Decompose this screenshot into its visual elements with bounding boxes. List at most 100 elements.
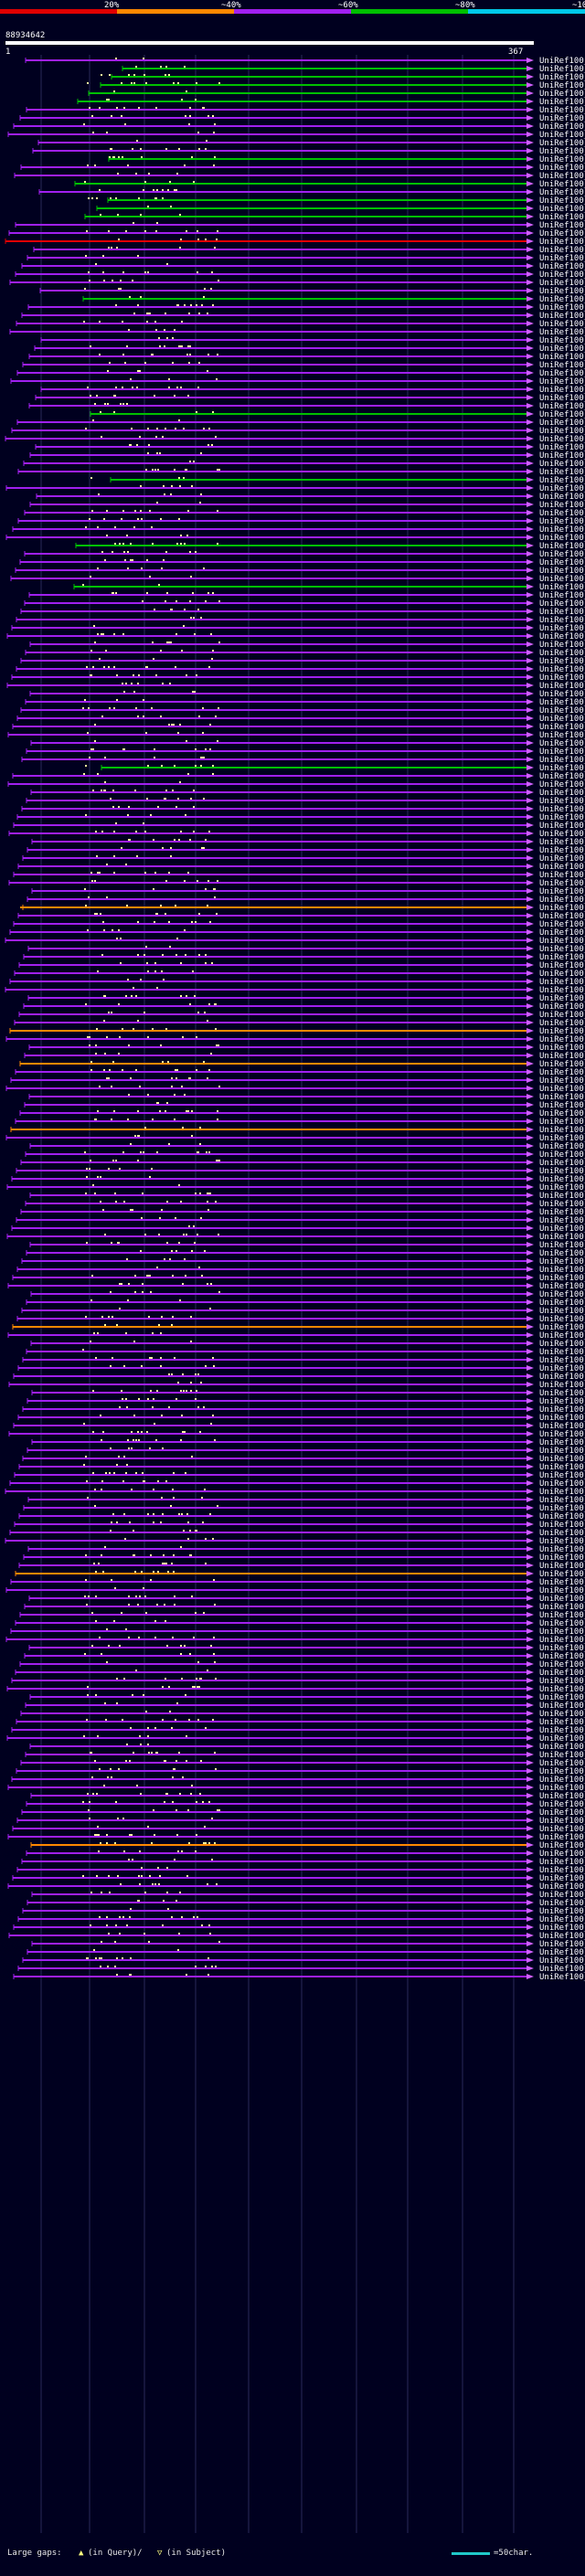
hit-row[interactable]: UniRef100_B9FL11 (20, 608, 585, 617)
hit-row[interactable]: UniRef100_B9R9D3 (11, 427, 585, 436)
hit-label[interactable]: UniRef100_Q9SHH6 (539, 1570, 585, 1579)
hit-row[interactable]: UniRef100_UP1000... (7, 131, 585, 140)
hit-row[interactable]: UniRef100_Q8ZZ1 (7, 1882, 585, 1892)
hit-row[interactable]: UniRef100_Q40404 (26, 747, 585, 757)
hit-label[interactable]: UniRef100_UP1000... (539, 970, 585, 979)
hit-row[interactable]: UniRef100_B4RU34 (16, 369, 585, 378)
hit-row[interactable]: UniRef100_Q9XIB6 (5, 534, 585, 543)
hit-label[interactable]: UniRef100_B0D333 (539, 1701, 585, 1711)
hit-label[interactable]: UniRef100_A0BZ61 (539, 1726, 585, 1735)
hit-label[interactable]: UniRef100_Q07987 (539, 1323, 585, 1332)
hit-row[interactable]: UniRef100_C6TN18 (16, 715, 585, 724)
hit-row[interactable]: UniRef100_UP1000... (12, 1274, 585, 1283)
hit-label[interactable]: UniRef100_Q39614 (539, 682, 585, 691)
hit-row[interactable]: UniRef100_UP1000... (27, 896, 585, 905)
hit-label[interactable]: UniRef100_B4RU34 (539, 369, 585, 378)
hit-row[interactable]: UniRef100_Q7NVHB (21, 1808, 585, 1818)
hit-label[interactable]: UniRef100_A7Q0Z7 (539, 1924, 585, 1933)
hit-row[interactable]: UniRef100_B9N4U0 (8, 830, 585, 839)
hit-row[interactable]: UniRef100_Q41848 (11, 673, 585, 683)
hit-row[interactable]: UniRef100_Q9M411 (15, 221, 585, 230)
hit-row[interactable]: UniRef100_Q8L6R5 (6, 632, 585, 641)
hit-label[interactable]: UniRef100_Q8LGR6 (539, 542, 585, 551)
hit-row[interactable]: UniRef100_UP1000... (15, 567, 585, 576)
hit-row[interactable]: UniRef100_A9FESL (21, 262, 585, 271)
hit-row[interactable]: UniRef100_Q93Z10 (8, 229, 585, 239)
hit-label[interactable]: UniRef100_Q40809 (539, 994, 585, 1003)
hit-label[interactable]: UniRef100_B5GBN7 (539, 254, 585, 263)
hit-row[interactable]: UniRef100_B7Q0P2 (22, 1356, 585, 1365)
hit-row[interactable]: UniRef100_A5B8P0 (39, 287, 585, 296)
hit-row[interactable]: UniRef100_Q93EM1 (9, 1529, 585, 1538)
hit-label[interactable]: UniRef100_Q9SZ05 (539, 805, 585, 814)
hit-label[interactable]: UniRef100_Q94G59 (539, 1216, 585, 1225)
hit-label[interactable]: UniRef100_UP1000... (539, 188, 585, 197)
hit-row[interactable]: UniRef100_A0SNT7 (5, 1035, 585, 1044)
hit-row[interactable]: UniRef100_A9K051 (23, 460, 585, 469)
hit-row[interactable]: UniRef100_Q8W9R3 (17, 863, 585, 872)
hit-label[interactable]: UniRef100_Q93EM1 (539, 1529, 585, 1538)
hit-row[interactable]: UniRef100_O31M4A (13, 1373, 585, 1382)
hit-row[interactable]: UniRef100_B9GMV2 (25, 1150, 585, 1160)
hit-label[interactable]: UniRef100_C5EUN4 (539, 1521, 585, 1530)
hit-label[interactable]: UniRef100_C5Y7E8 (539, 155, 585, 164)
hit-row[interactable]: UniRef100_B5GBN7 (27, 254, 585, 263)
hit-label[interactable]: UniRef100_A8NQ00 (539, 879, 585, 888)
hit-row[interactable]: UniRef100_A7QF67 (40, 386, 585, 395)
hit-label[interactable]: UniRef100_A9FESL (539, 262, 585, 271)
hit-label[interactable]: UniRef100_A5B0P1 (539, 336, 585, 345)
hit-label[interactable]: UniRef100_Q92T77 (539, 575, 585, 584)
hit-row[interactable]: UniRef100_Q3CJU4 (31, 1891, 585, 1900)
hit-row[interactable]: UniRef100_UP1000... (20, 657, 585, 666)
hit-label[interactable]: UniRef100_Q9HHP5 (539, 476, 585, 485)
hit-label[interactable]: UniRef100_Q9XIB6 (539, 534, 585, 543)
hit-label[interactable]: UniRef100_Q41150 (539, 599, 585, 609)
hit-label[interactable]: UniRef100_B9B1U2 (539, 1866, 585, 1875)
hit-row[interactable]: UniRef100_Q9YP00 (9, 279, 585, 288)
hit-row[interactable]: UniRef100_Q94051 (16, 1767, 585, 1776)
hit-label[interactable]: UniRef100_C6TLD2 (539, 509, 585, 518)
hit-label[interactable]: UniRef100_Q94051 (539, 1767, 585, 1776)
hit-row[interactable]: UniRef100_Q92T77 (10, 575, 585, 584)
hit-label[interactable]: UniRef100_UP1000... (539, 1200, 585, 1209)
hit-label[interactable]: UniRef100_B9R2I2 (539, 419, 585, 428)
hit-row[interactable]: UniRef100_B9RHS1 (20, 1159, 585, 1168)
hit-label[interactable]: UniRef100_B9FHP4 (539, 1167, 585, 1176)
hit-label[interactable]: UniRef100_Q8L6R5 (539, 632, 585, 641)
hit-label[interactable]: UniRef100_Q7NVHB (539, 1808, 585, 1818)
hit-row[interactable]: UniRef100_A0BJ25 (15, 1619, 585, 1628)
hit-row[interactable]: UniRef100_Q38913-2 (23, 953, 585, 962)
hit-label[interactable]: UniRef100_Q40402 (539, 550, 585, 559)
hit-row[interactable]: UniRef100_A5B0P1 (40, 336, 585, 345)
hit-row[interactable]: UniRef100_Q9HHP5 (90, 476, 585, 485)
hit-label[interactable]: UniRef100_B9FL11 (539, 608, 585, 617)
hit-label[interactable]: UniRef100_Q1983 (539, 1833, 585, 1842)
hit-label[interactable]: UniRef100_B4B2P6 (539, 739, 585, 748)
hit-label[interactable]: UniRef100_A7J7R9 (539, 1109, 585, 1118)
hit-row[interactable]: UniRef100_Q9F2A1 (20, 1759, 585, 1768)
hit-row[interactable]: UniRef100_UP1000... (33, 246, 585, 255)
hit-row[interactable]: UniRef100_Q9M6T7 (73, 583, 585, 592)
hit-row[interactable]: UniRef100_A1L3E5 (30, 1290, 585, 1299)
hit-row[interactable]: UniRef100_B9H154 (34, 345, 585, 354)
hit-row[interactable]: UniRef100_A7IXTS (20, 904, 585, 913)
hit-row[interactable]: UniRef100_Q40376 (29, 641, 585, 650)
hit-label[interactable]: UniRef100_UP1000... (539, 657, 585, 666)
hit-row[interactable]: UniRef100_A4FBY5 (25, 1751, 585, 1760)
hit-label[interactable]: UniRef100_A3NEY4 (539, 1915, 585, 1924)
hit-label[interactable]: UniRef100_A6PVK4 (539, 1850, 585, 1859)
hit-row[interactable]: UniRef100_Q94G59 (16, 1216, 585, 1225)
hit-label[interactable]: UniRef100_Q3SVV5 (539, 1776, 585, 1785)
hit-row[interactable]: UniRef100_Q9T015 (101, 73, 585, 82)
hit-label[interactable]: UniRef100_Q9MAW3 (539, 213, 585, 222)
hit-label[interactable]: UniRef100_Q9XH83 (539, 1652, 585, 1661)
hit-row[interactable]: UniRef100_Q3TXN6 (7, 1331, 585, 1341)
hit-row[interactable]: UniRef100_B4HUU7 (18, 1463, 585, 1472)
hit-label[interactable]: UniRef100_B6TS19 (539, 451, 585, 461)
hit-label[interactable]: UniRef100_A0BJ29 (539, 1315, 585, 1324)
hit-label[interactable]: UniRef100_Q9YL19 (539, 205, 585, 214)
hit-label[interactable]: UniRef100_A7R32Z (539, 1405, 585, 1415)
hit-row[interactable]: UniRef100_UP1000... (25, 1200, 585, 1209)
hit-row[interactable]: UniRef100_Q9MP47 (31, 1438, 585, 1447)
hit-label[interactable]: UniRef100_C4IYP5 (539, 1784, 585, 1793)
